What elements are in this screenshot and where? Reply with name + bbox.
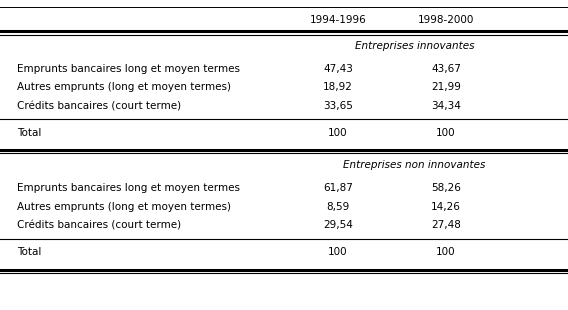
Text: 33,65: 33,65 [323,101,353,111]
Text: 1994-1996: 1994-1996 [310,15,366,25]
Text: 18,92: 18,92 [323,82,353,92]
Text: Autres emprunts (long et moyen termes): Autres emprunts (long et moyen termes) [17,202,231,212]
Text: 29,54: 29,54 [323,220,353,230]
Text: 27,48: 27,48 [431,220,461,230]
Text: 21,99: 21,99 [431,82,461,92]
Text: 8,59: 8,59 [327,202,349,212]
Text: 1998-2000: 1998-2000 [417,15,474,25]
Text: 43,67: 43,67 [431,64,461,74]
Text: 100: 100 [328,247,348,257]
Text: 58,26: 58,26 [431,183,461,193]
Text: 100: 100 [436,247,456,257]
Text: Entreprises non innovantes: Entreprises non innovantes [344,160,486,170]
Text: Crédits bancaires (court terme): Crédits bancaires (court terme) [17,101,181,111]
Text: Emprunts bancaires long et moyen termes: Emprunts bancaires long et moyen termes [17,64,240,74]
Text: Total: Total [17,128,41,138]
Text: Autres emprunts (long et moyen termes): Autres emprunts (long et moyen termes) [17,82,231,92]
Text: 34,34: 34,34 [431,101,461,111]
Text: 100: 100 [436,128,456,138]
Text: Crédits bancaires (court terme): Crédits bancaires (court terme) [17,220,181,230]
Text: 100: 100 [328,128,348,138]
Text: Emprunts bancaires long et moyen termes: Emprunts bancaires long et moyen termes [17,183,240,193]
Text: Entreprises innovantes: Entreprises innovantes [355,41,474,51]
Text: 61,87: 61,87 [323,183,353,193]
Text: 14,26: 14,26 [431,202,461,212]
Text: Total: Total [17,247,41,257]
Text: 47,43: 47,43 [323,64,353,74]
